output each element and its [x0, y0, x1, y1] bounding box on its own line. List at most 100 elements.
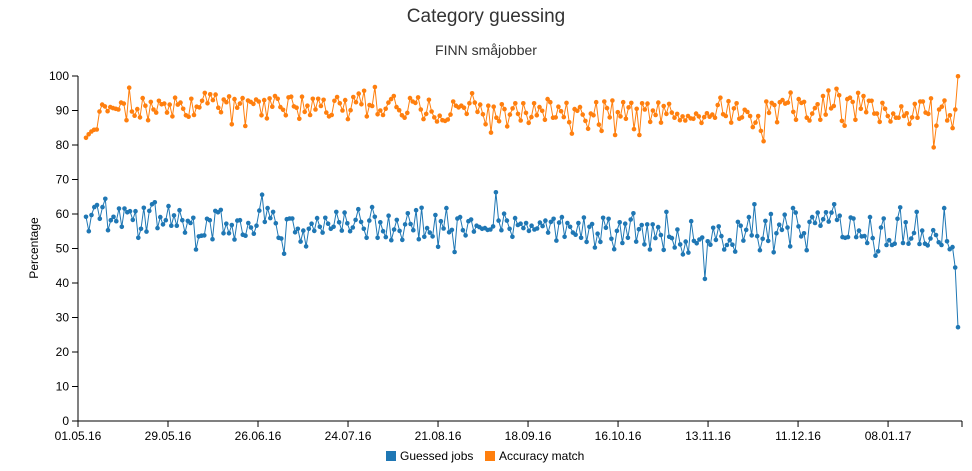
- data-point-accuracy-match: [750, 124, 756, 130]
- data-point-guessed-jobs: [818, 223, 823, 228]
- data-point-accuracy-match: [953, 107, 958, 112]
- data-point-accuracy-match: [745, 109, 750, 115]
- data-point-guessed-jobs: [119, 224, 125, 230]
- data-point-guessed-jobs: [749, 233, 754, 238]
- data-point-accuracy-match: [809, 111, 815, 116]
- data-point-accuracy-match: [818, 117, 823, 123]
- data-point-guessed-jobs: [743, 227, 749, 233]
- data-point-accuracy-match: [612, 132, 618, 138]
- data-point-guessed-jobs: [735, 219, 741, 225]
- data-point-guessed-jobs: [306, 226, 312, 232]
- legend: Guessed jobs Accuracy match: [386, 449, 584, 463]
- data-point-accuracy-match: [307, 112, 313, 118]
- data-point-accuracy-match: [853, 117, 858, 123]
- data-point-accuracy-match: [931, 145, 936, 150]
- data-point-accuracy-match: [726, 98, 731, 104]
- data-point-accuracy-match: [661, 103, 666, 109]
- data-point-guessed-jobs: [389, 237, 394, 243]
- data-point-guessed-jobs: [606, 216, 611, 222]
- data-point-accuracy-match: [197, 105, 202, 110]
- data-point-accuracy-match: [491, 104, 497, 109]
- data-point-accuracy-match: [313, 107, 318, 112]
- data-point-guessed-jobs: [705, 239, 710, 244]
- data-point-guessed-jobs: [86, 228, 92, 234]
- data-point-guessed-jobs: [603, 225, 609, 231]
- data-point-guessed-jobs: [851, 216, 856, 221]
- data-point-guessed-jobs: [350, 225, 356, 230]
- data-point-guessed-jobs: [658, 232, 664, 238]
- data-point-guessed-jobs: [611, 246, 617, 252]
- data-point-guessed-jobs: [925, 243, 930, 248]
- data-point-guessed-jobs: [116, 206, 122, 211]
- y-tick-label: 0: [62, 414, 69, 428]
- data-point-guessed-jobs: [614, 228, 620, 234]
- plot-area: [83, 74, 961, 330]
- data-point-accuracy-match: [361, 88, 367, 94]
- data-point-guessed-jobs: [127, 208, 133, 214]
- data-point-accuracy-match: [728, 120, 734, 125]
- data-point-guessed-jobs: [496, 218, 501, 223]
- data-point-guessed-jobs: [639, 222, 644, 228]
- y-tick-label: 90: [56, 104, 70, 118]
- data-point-accuracy-match: [391, 93, 397, 99]
- data-point-guessed-jobs: [251, 231, 257, 236]
- data-point-guessed-jobs: [875, 249, 881, 254]
- data-point-guessed-jobs: [732, 249, 738, 254]
- data-point-guessed-jobs: [873, 253, 878, 258]
- data-point-guessed-jobs: [257, 208, 262, 213]
- data-point-guessed-jobs: [939, 242, 944, 248]
- data-point-guessed-jobs: [279, 236, 284, 241]
- data-point-accuracy-match: [210, 97, 216, 103]
- data-point-guessed-jobs: [881, 216, 886, 221]
- data-point-guessed-jobs: [642, 242, 647, 247]
- data-point-accuracy-match: [904, 111, 909, 116]
- data-point-accuracy-match: [202, 90, 208, 96]
- data-point-accuracy-match: [626, 105, 631, 110]
- data-point-accuracy-match: [545, 96, 550, 102]
- data-point-guessed-jobs: [823, 210, 829, 215]
- data-point-guessed-jobs: [424, 225, 430, 231]
- data-point-guessed-jobs: [444, 205, 449, 211]
- data-point-accuracy-match: [413, 100, 418, 106]
- data-point-accuracy-match: [145, 117, 151, 123]
- data-point-accuracy-match: [105, 108, 110, 114]
- data-point-guessed-jobs: [422, 234, 427, 240]
- data-point-guessed-jobs: [941, 205, 947, 211]
- data-point-accuracy-match: [469, 91, 475, 96]
- data-point-accuracy-match: [324, 110, 329, 115]
- data-point-guessed-jobs: [521, 225, 526, 231]
- data-point-accuracy-match: [723, 113, 729, 119]
- data-point-accuracy-match: [607, 115, 612, 120]
- data-point-accuracy-match: [658, 120, 664, 125]
- data-point-guessed-jobs: [760, 236, 765, 242]
- data-point-accuracy-match: [199, 98, 205, 104]
- data-point-guessed-jobs: [672, 245, 677, 250]
- data-point-accuracy-match: [839, 118, 845, 124]
- data-point-guessed-jobs: [336, 220, 342, 225]
- data-point-accuracy-match: [934, 123, 939, 128]
- data-point-guessed-jobs: [955, 324, 961, 330]
- data-point-accuracy-match: [858, 106, 864, 112]
- data-point-accuracy-match: [445, 117, 451, 122]
- data-point-accuracy-match: [691, 116, 696, 122]
- data-point-accuracy-match: [129, 109, 135, 114]
- data-point-accuracy-match: [310, 96, 316, 102]
- data-point-accuracy-match: [912, 101, 918, 107]
- data-point-accuracy-match: [836, 93, 842, 98]
- data-point-guessed-jobs: [908, 236, 914, 241]
- data-point-accuracy-match: [396, 107, 402, 113]
- data-point-guessed-jobs: [565, 220, 570, 226]
- y-tick-label: 40: [56, 276, 70, 290]
- data-point-accuracy-match: [955, 74, 961, 79]
- data-point-guessed-jobs: [246, 220, 251, 226]
- data-point-guessed-jobs: [867, 214, 873, 220]
- data-point-accuracy-match: [591, 113, 596, 118]
- data-point-guessed-jobs: [367, 218, 372, 223]
- data-point-guessed-jobs: [169, 223, 174, 228]
- data-point-guessed-jobs: [933, 232, 939, 238]
- data-point-guessed-jobs: [471, 229, 477, 234]
- data-point-guessed-jobs: [952, 265, 958, 270]
- data-point-guessed-jobs: [837, 213, 842, 218]
- data-point-accuracy-match: [237, 101, 243, 106]
- data-point-accuracy-match: [604, 105, 610, 111]
